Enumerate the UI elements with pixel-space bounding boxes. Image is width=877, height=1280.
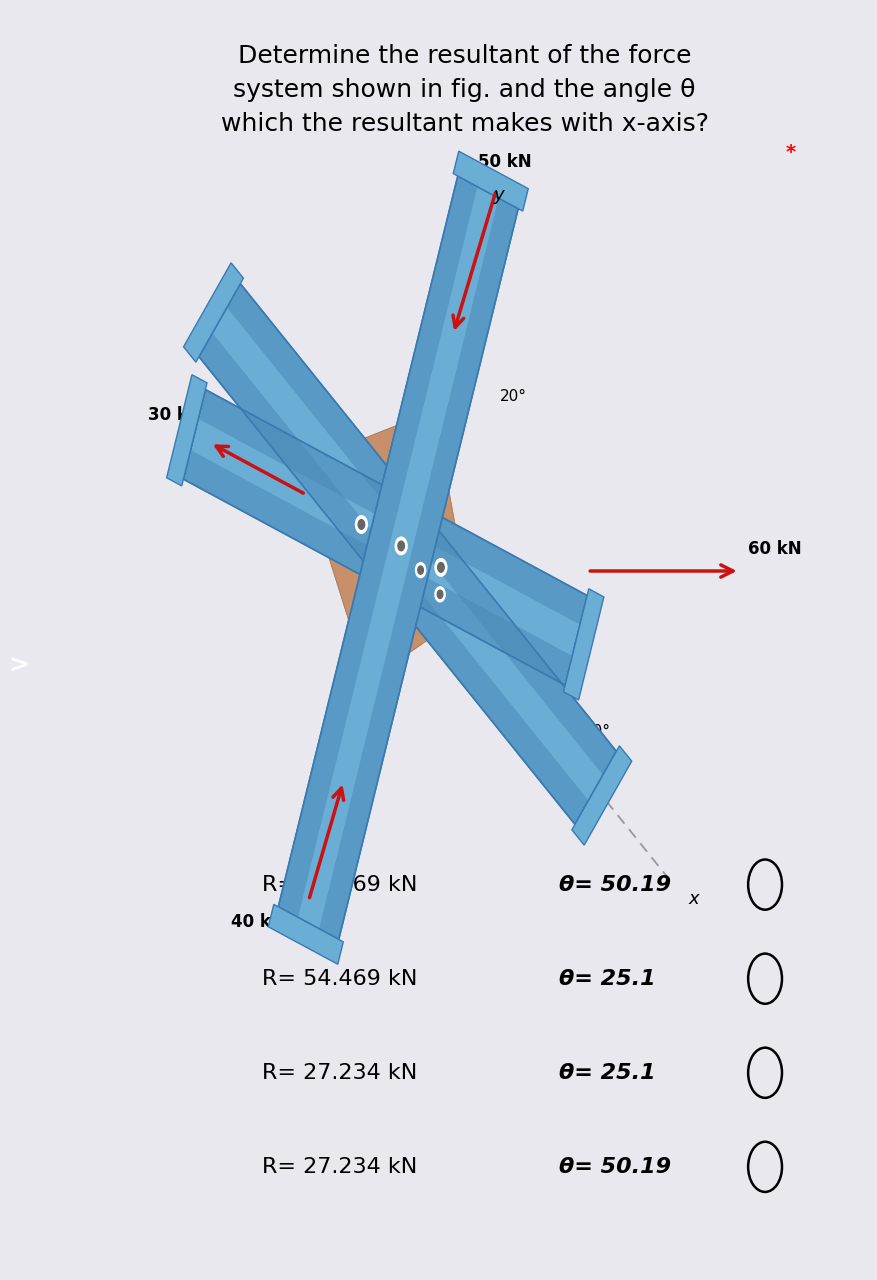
Polygon shape bbox=[199, 333, 588, 824]
Circle shape bbox=[396, 538, 407, 554]
Text: >: > bbox=[8, 654, 29, 677]
Circle shape bbox=[398, 541, 404, 550]
Text: 20°: 20° bbox=[248, 475, 275, 489]
Polygon shape bbox=[563, 589, 604, 700]
Circle shape bbox=[438, 590, 443, 599]
Circle shape bbox=[416, 563, 425, 577]
Text: θ= 25.1: θ= 25.1 bbox=[559, 1062, 655, 1083]
Text: 20°: 20° bbox=[500, 389, 527, 404]
Polygon shape bbox=[199, 284, 617, 824]
Circle shape bbox=[417, 566, 424, 575]
Text: 60 kN: 60 kN bbox=[748, 540, 802, 558]
Text: R= 27.234 kN: R= 27.234 kN bbox=[261, 1157, 424, 1176]
Polygon shape bbox=[319, 198, 518, 940]
Polygon shape bbox=[268, 905, 343, 964]
Polygon shape bbox=[227, 284, 617, 774]
Text: θ= 50.19: θ= 50.19 bbox=[559, 1157, 671, 1176]
Polygon shape bbox=[310, 411, 493, 681]
Polygon shape bbox=[453, 151, 528, 211]
Text: Determine the resultant of the force: Determine the resultant of the force bbox=[238, 44, 691, 68]
Polygon shape bbox=[183, 451, 573, 685]
Text: system shown in fig. and the angle θ: system shown in fig. and the angle θ bbox=[233, 78, 695, 102]
Circle shape bbox=[438, 562, 444, 572]
Text: which the resultant makes with x-axis?: which the resultant makes with x-axis? bbox=[221, 111, 709, 136]
Text: R= 54.469 kN: R= 54.469 kN bbox=[261, 874, 424, 895]
Text: y: y bbox=[494, 186, 504, 204]
Text: x: x bbox=[688, 890, 699, 908]
Text: R= 27.234 kN: R= 27.234 kN bbox=[261, 1062, 424, 1083]
Text: R= 54.469 kN: R= 54.469 kN bbox=[261, 969, 424, 988]
Text: 30 kN: 30 kN bbox=[148, 406, 202, 424]
Text: *: * bbox=[786, 143, 795, 163]
Polygon shape bbox=[167, 375, 207, 486]
Polygon shape bbox=[183, 262, 244, 362]
Text: 40 kN: 40 kN bbox=[232, 913, 285, 931]
Text: θ= 25.1: θ= 25.1 bbox=[559, 969, 655, 988]
Text: 50 kN: 50 kN bbox=[478, 154, 531, 172]
Polygon shape bbox=[572, 746, 631, 845]
Polygon shape bbox=[278, 175, 477, 918]
Circle shape bbox=[355, 516, 367, 534]
Circle shape bbox=[435, 586, 446, 602]
Polygon shape bbox=[198, 389, 587, 625]
Circle shape bbox=[358, 520, 365, 530]
Text: θ= 50.19: θ= 50.19 bbox=[559, 874, 671, 895]
Polygon shape bbox=[278, 175, 518, 940]
Text: 40°: 40° bbox=[583, 724, 610, 740]
Polygon shape bbox=[183, 389, 587, 685]
Circle shape bbox=[435, 558, 447, 576]
